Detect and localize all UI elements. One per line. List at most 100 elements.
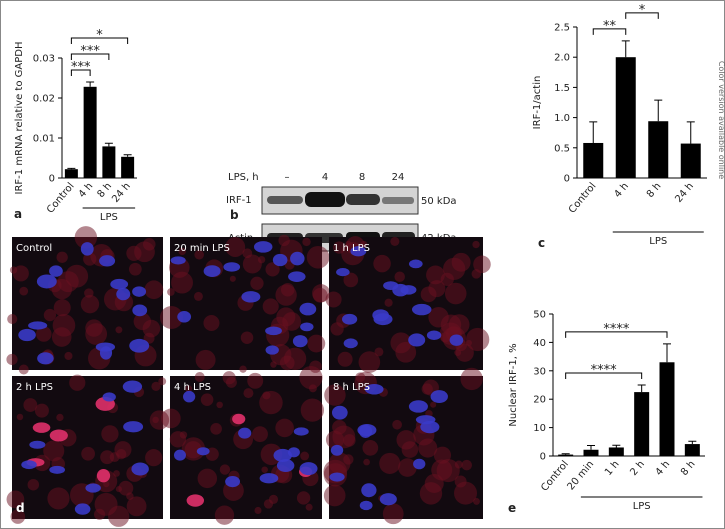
nucleus [225, 475, 241, 488]
nucleus [361, 483, 377, 498]
cytoplasm-stain [10, 509, 26, 524]
significance-label: * [96, 28, 103, 43]
cytoplasm-stain [257, 255, 266, 264]
significance-bracket [565, 372, 643, 379]
x-tick-label: Control [567, 181, 599, 216]
error-bar [587, 444, 595, 450]
cytoplasm-stain [43, 308, 57, 322]
cytoplasm-stain [23, 398, 38, 412]
cytoplasm-stain [430, 401, 437, 408]
micrograph [325, 236, 491, 373]
side-note: Color version available online [717, 61, 725, 179]
cytoplasm-stain [262, 298, 279, 315]
cytoplasm-stain [185, 385, 193, 393]
cytoplasm-stain [134, 241, 155, 263]
cytoplasm-stain [229, 275, 236, 282]
cytoplasm-stain [424, 473, 444, 494]
cytoplasm-stain [451, 252, 471, 272]
cytoplasm-stain [194, 249, 205, 260]
cytoplasm-stain [312, 287, 328, 303]
error-bar [104, 142, 113, 147]
error-bar [67, 167, 76, 170]
nucleus [299, 462, 318, 476]
cytoplasm-stain [158, 377, 167, 386]
x-tick-label: Control [45, 181, 77, 216]
y-axis-label: IRF-1 mRNA relative to GAPDH [14, 42, 25, 195]
y-tick-label: 0.02 [33, 94, 55, 105]
micrograph-label: 1 h LPS [333, 243, 370, 254]
cytoplasm-stain [436, 459, 460, 483]
cytoplasm-stain [454, 460, 463, 469]
nucleus [80, 242, 94, 256]
cytoplasm-stain [473, 497, 480, 505]
nucleus [413, 458, 426, 470]
bar [615, 57, 636, 179]
nucleus [74, 503, 91, 515]
nucleus [129, 338, 150, 353]
cytoplasm-stain [379, 452, 401, 474]
cytoplasm-stain [74, 226, 98, 249]
nucleus [102, 392, 116, 402]
error-bar [621, 40, 630, 58]
x-tick-label: 2 h [628, 459, 647, 478]
cytoplasm-stain [265, 262, 280, 277]
cytoplasm-stain [254, 506, 262, 514]
nucleus [177, 311, 192, 323]
error-bar [663, 343, 671, 363]
cytoplasm-stain [7, 313, 18, 325]
cytoplasm-stain [171, 271, 193, 294]
micrograph-label: 2 h LPS [16, 382, 53, 393]
bar [680, 143, 701, 178]
blot-header: LPS, h [228, 172, 259, 183]
cytoplasm-stain [9, 266, 18, 274]
nucleus [276, 459, 295, 473]
bar [583, 142, 604, 178]
cytoplasm-stain [343, 272, 359, 288]
cytoplasm-stain [114, 441, 132, 459]
y-tick-label: 1.5 [554, 83, 570, 94]
cytoplasm-stain [300, 398, 324, 422]
cytoplasm-stain [275, 418, 294, 438]
cytoplasm-stain [444, 282, 467, 305]
nucleus [123, 421, 144, 433]
nucleus [408, 333, 426, 347]
cytoplasm-stain [169, 431, 187, 448]
nucleus [300, 322, 314, 332]
cytoplasm-stain [275, 284, 297, 306]
x-tick-label: 4 h [77, 181, 96, 200]
cytoplasm-stain [27, 478, 40, 491]
bar [558, 454, 574, 456]
cytoplasm-stain [115, 326, 123, 334]
cytoplasm-stain [324, 384, 346, 406]
cytoplasm-stain [454, 475, 467, 488]
y-tick-label: 0 [540, 452, 546, 463]
error-bar [688, 440, 697, 445]
cytoplasm-stain [64, 351, 73, 361]
nucleus [196, 447, 210, 456]
y-tick-label: 10 [533, 423, 546, 434]
y-axis-label: Nuclear IRF-1, % [508, 343, 519, 426]
cytoplasm-stain [390, 332, 412, 354]
cytoplasm-stain [51, 278, 73, 300]
x-tick-label: 4 h [612, 181, 631, 200]
nucleus [430, 390, 448, 403]
bar [608, 447, 624, 456]
y-tick-label: 0.03 [33, 54, 55, 65]
cytoplasm-stain [128, 262, 142, 276]
nucleus [411, 303, 432, 316]
nucleus [273, 448, 292, 462]
cytoplasm-stain [118, 480, 134, 496]
cytoplasm-stain [325, 291, 342, 308]
x-tick-label: Control [539, 459, 571, 494]
nucleus [426, 330, 442, 341]
cytoplasm-stain [6, 353, 18, 366]
y-tick-label: 0 [49, 174, 55, 185]
cytoplasm-stain [362, 440, 379, 456]
lane-label: – [285, 172, 290, 183]
significance-bracket [592, 28, 627, 35]
nucleus [265, 326, 282, 336]
cytoplasm-stain [448, 314, 470, 335]
micrograph [159, 234, 331, 373]
significance-label: **** [591, 363, 618, 378]
nucleus [183, 390, 196, 403]
